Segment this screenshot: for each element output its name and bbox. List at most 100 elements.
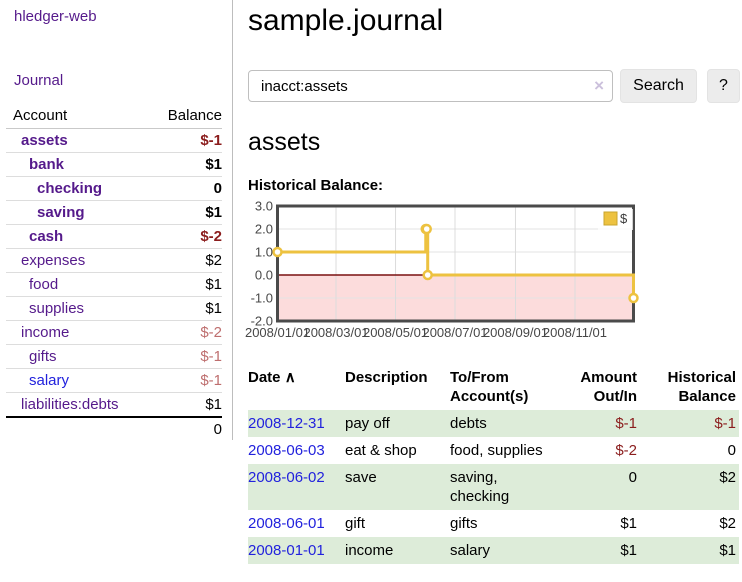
transaction-date-link[interactable]: 2008-12-31 xyxy=(248,415,325,432)
data-point-marker xyxy=(421,223,432,235)
sidebar-account-link[interactable]: liabilities:debts xyxy=(21,395,119,413)
y-tick-label: 0.0 xyxy=(255,268,273,283)
sidebar-account-link[interactable]: expenses xyxy=(21,251,86,269)
transaction-row: 2008-01-01 income salary $1 $1 xyxy=(248,537,739,564)
account-balance: $1 xyxy=(205,299,222,317)
transaction-amount: $-2 xyxy=(615,442,637,459)
transaction-date-link[interactable]: 2008-06-01 xyxy=(248,515,325,532)
y-tick-label: 2.0 xyxy=(255,222,273,237)
sidebar-account-link[interactable]: bank xyxy=(29,155,65,173)
sidebar-account-link[interactable]: food xyxy=(29,275,59,293)
sidebar-account-link[interactable]: saving xyxy=(37,203,85,221)
account-heading: assets xyxy=(248,128,321,156)
transaction-date-link[interactable]: 2008-01-01 xyxy=(248,542,325,559)
data-point-marker xyxy=(272,246,283,258)
y-tick-label: -2.0 xyxy=(251,314,273,329)
account-balance: $1 xyxy=(205,203,222,221)
sidebar-account-link[interactable]: income xyxy=(21,323,70,341)
account-balance: $1 xyxy=(205,395,222,413)
y-tick-label: -1.0 xyxy=(251,291,273,306)
account-balance: $-2 xyxy=(200,227,222,245)
register-header-accounts: To/From Account(s) xyxy=(450,364,562,410)
transaction-description: pay off xyxy=(345,415,390,432)
transaction-row: 2008-06-01 gift gifts $1 $2 xyxy=(248,510,739,537)
transaction-amount: $-1 xyxy=(615,415,637,432)
account-balance: $1 xyxy=(205,275,222,293)
date-header-label: Date xyxy=(248,369,281,386)
transaction-accounts: saving, checking xyxy=(450,469,510,505)
account-row: checking 0 xyxy=(6,176,222,200)
transaction-accounts: food, supplies xyxy=(450,442,543,459)
account-balance: $-2 xyxy=(200,323,222,341)
accounts-header-line2: Account(s) xyxy=(450,388,529,405)
sidebar-account-link[interactable]: salary xyxy=(29,371,70,389)
legend-label: $ xyxy=(620,211,628,226)
historical-balance-chart[interactable]: $3.0 2.0 1.0 0.0 -1.0 -2.0 2008/01/01 2008/03/0… xyxy=(245,199,640,343)
accounts-header-row: Account Balance xyxy=(6,104,222,129)
account-row: cash $-2 xyxy=(6,224,222,248)
clear-search-icon[interactable]: × xyxy=(594,76,604,95)
nav-journal-link[interactable]: Journal xyxy=(14,72,64,89)
register-header-amount: Amount Out/In xyxy=(562,364,645,410)
register-table: Date ∧ Description To/From Account(s) Am… xyxy=(248,364,739,564)
x-tick-label: 2008/07/01 xyxy=(422,325,487,340)
x-tick-label: 2008/05/01 xyxy=(363,325,428,340)
data-point-marker xyxy=(628,292,639,304)
account-row: supplies $1 xyxy=(6,296,222,320)
transaction-amount: $1 xyxy=(620,542,637,559)
y-tick-label: 3.0 xyxy=(255,199,273,214)
search-button[interactable]: Search xyxy=(620,69,697,103)
transaction-date-link[interactable]: 2008-06-02 xyxy=(248,469,325,486)
account-balance: $1 xyxy=(205,155,222,173)
account-balance: $-1 xyxy=(200,347,222,365)
accounts-total-value: 0 xyxy=(213,420,222,438)
register-header-date: Date ∧ xyxy=(248,364,345,410)
x-tick-label: 2008/11/01 xyxy=(543,325,607,340)
account-row: salary $-1 xyxy=(6,368,222,392)
sidebar-account-link[interactable]: cash xyxy=(29,227,64,245)
accounts-header-account: Account xyxy=(6,104,152,129)
transaction-date-link[interactable]: 2008-06-03 xyxy=(248,442,325,459)
register-header-balance: Historical Balance xyxy=(645,364,739,410)
transaction-accounts: gifts xyxy=(450,515,478,532)
chart-border xyxy=(276,204,635,323)
balance-header-line2: Balance xyxy=(678,388,736,405)
x-tick-label: 2008/01/01 xyxy=(245,325,310,340)
register-header-row: Date ∧ Description To/From Account(s) Am… xyxy=(248,364,739,410)
sidebar-account-link[interactable]: assets xyxy=(21,131,68,149)
transaction-balance: $-1 xyxy=(714,415,736,432)
amount-header-line1: Amount xyxy=(580,369,637,386)
balance-header-line1: Historical xyxy=(667,369,736,386)
account-row: saving $1 xyxy=(6,200,222,224)
account-row: income $-2 xyxy=(6,320,222,344)
transaction-balance: 0 xyxy=(727,442,736,459)
transaction-amount: 0 xyxy=(628,469,637,486)
accounts-table: Account Balance assets $-1 bank $1 checking 0… xyxy=(6,104,222,441)
sidebar-account-link[interactable]: checking xyxy=(37,179,103,197)
search-bar: × Search ? xyxy=(248,69,740,103)
transaction-row: 2008-06-02 save saving, checking 0 $2 xyxy=(248,464,739,510)
sidebar: hledger-web Journal Account Balance asse… xyxy=(0,0,233,440)
accounts-header-line1: To/From xyxy=(450,369,509,386)
account-balance: $2 xyxy=(205,251,222,269)
accounts-total-row: 0 xyxy=(6,416,222,441)
transaction-row: 2008-06-03 eat & shop food, supplies $-2 0 xyxy=(248,437,739,464)
transaction-balance: $1 xyxy=(719,542,736,559)
account-row: expenses $2 xyxy=(6,248,222,272)
sort-ascending-icon: ∧ xyxy=(284,369,296,386)
data-point-marker xyxy=(422,269,433,281)
account-row: liabilities:debts $1 xyxy=(6,392,222,417)
app-title-link[interactable]: hledger-web xyxy=(14,8,97,25)
transaction-accounts: salary xyxy=(450,542,491,559)
transaction-accounts: debts xyxy=(450,415,487,432)
help-button[interactable]: ? xyxy=(707,69,740,103)
account-row: gifts $-1 xyxy=(6,344,222,368)
account-balance: $-1 xyxy=(200,131,222,149)
transaction-description: save xyxy=(345,469,377,486)
sidebar-account-link[interactable]: gifts xyxy=(29,347,57,365)
sidebar-account-link[interactable]: supplies xyxy=(29,299,85,317)
search-input[interactable] xyxy=(248,70,613,102)
legend-swatch xyxy=(603,211,618,226)
chart-canvas[interactable]: $3.0 2.0 1.0 0.0 -1.0 -2.02008/01/012008/03/0… xyxy=(245,199,640,343)
accounts-header-balance: Balance xyxy=(151,104,222,129)
